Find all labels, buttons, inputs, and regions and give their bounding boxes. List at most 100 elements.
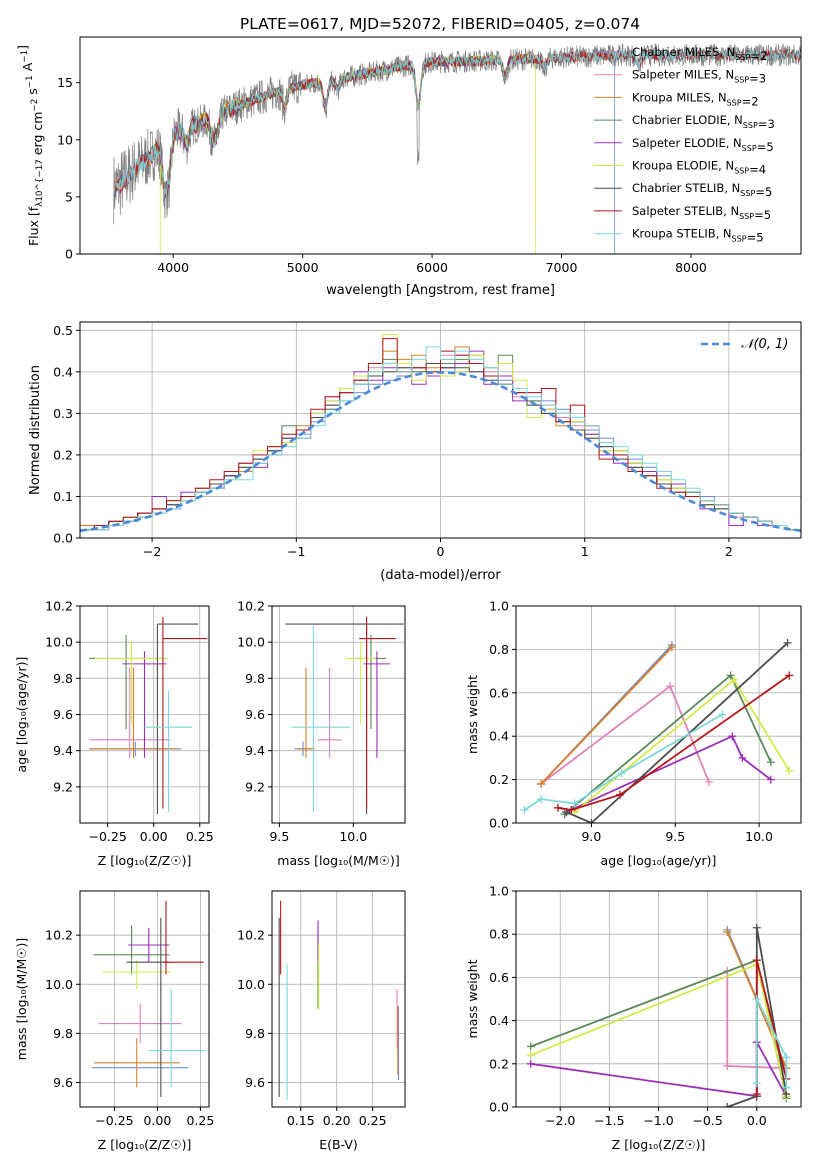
legend-label: Kroupa ELODIE, NSSP=4 <box>632 159 766 177</box>
x-axis-label: (data-model)/error <box>380 568 501 583</box>
panel-age_vs_Z: −0.25 0.00 0.25 9.2 9.4 9.6 9.8 10.0 10.2 Z [log₁… <box>14 599 214 869</box>
weight-marker <box>567 805 576 814</box>
panel-mass_vs_EBV: 0.15 0.20 0.25 9.6 9.8 10.0 10.2 E(B-V) <box>237 890 406 1152</box>
x-tick-label: −0.25 <box>88 829 126 844</box>
y-tick-label: 9.2 <box>53 779 73 794</box>
x-tick-label: 0.00 <box>143 1113 171 1128</box>
y-tick-label: 9.8 <box>53 1026 73 1041</box>
x-tick-label: −2.0 <box>545 1113 575 1128</box>
weight-marker <box>728 732 737 741</box>
panel-weight_vs_Z: −2.0 −1.5 −1.0 −0.5 0.0 0.0 0.2 0.4 0.6 0.8 1.0 Z [… <box>465 884 802 1152</box>
x-axis-label: Z [log₁₀(Z/Z☉)] <box>98 1137 192 1152</box>
plot-area <box>520 638 794 823</box>
weight-marker <box>738 753 747 762</box>
plot-area <box>285 616 404 814</box>
x-tick-label: 5000 <box>287 260 319 275</box>
plot-area <box>113 43 801 254</box>
spectrum-model-kroupa-stelib <box>113 49 801 197</box>
x-axis-label: Z [log₁₀(Z/Z☉)] <box>612 1137 706 1152</box>
y-tick-label: 9.8 <box>53 671 73 686</box>
y-tick-label: 0.4 <box>489 1013 509 1028</box>
y-tick-label: 0.0 <box>489 1100 509 1115</box>
y-tick-label: 0.8 <box>489 927 509 942</box>
x-tick-label: 1 <box>581 544 589 559</box>
weight-marker <box>766 758 775 767</box>
weight-marker <box>752 995 761 1003</box>
weight-marker <box>752 956 761 965</box>
y-tick-label: 0.2 <box>53 447 73 462</box>
x-tick-label: 2 <box>725 544 733 559</box>
panel-age_vs_mass: 9.5 10.0 9.2 9.4 9.6 9.8 10.0 10.2 mass [log₁₀(M… <box>237 599 406 868</box>
y-tick-label: 0.0 <box>53 531 73 546</box>
legend-label: Chabrier STELIB, NSSP=5 <box>632 181 772 199</box>
weight-marker <box>785 671 794 680</box>
y-tick-label: 10.2 <box>45 928 73 943</box>
weight-marker <box>667 643 676 652</box>
weight-marker <box>666 682 675 691</box>
x-tick-label: −2 <box>143 544 161 559</box>
plot-area <box>92 900 206 1098</box>
y-tick-label: 10.0 <box>237 635 265 650</box>
y-tick-label: 0.5 <box>53 323 73 338</box>
x-tick-label: −1 <box>287 544 305 559</box>
y-tick-label: 9.2 <box>245 779 265 794</box>
x-tick-label: 0.25 <box>359 1113 387 1128</box>
axes-frame <box>79 36 802 255</box>
x-tick-label: 9.5 <box>269 829 289 844</box>
panel-mass_vs_Z: −0.25 0.00 0.25 9.6 9.8 10.0 10.2 Z [log₁₀(Z/Z☉… <box>14 890 214 1152</box>
weight-marker <box>615 790 624 799</box>
y-tick-label: 9.8 <box>245 1026 265 1041</box>
legend-label: Kroupa MILES, NSSP=2 <box>632 90 759 108</box>
y-tick-label: 9.4 <box>245 743 265 758</box>
weight-marker <box>782 1053 791 1062</box>
x-tick-label: −1.0 <box>643 1113 673 1128</box>
weight-marker <box>570 799 579 808</box>
weight-marker <box>782 1083 791 1092</box>
y-tick-label: 0.4 <box>53 364 73 379</box>
weight-marker <box>752 923 761 932</box>
weight-marker <box>718 710 727 719</box>
x-tick-label: 0 <box>437 544 445 559</box>
weight-marker <box>587 819 596 823</box>
weight-line-kroupa-miles <box>540 646 673 785</box>
y-tick-label: 0 <box>65 247 73 262</box>
legend-label: 𝒩(0, 1) <box>741 337 788 352</box>
plot-area <box>278 900 400 1100</box>
y-tick-label: 9.6 <box>245 707 265 722</box>
weight-marker <box>537 795 546 804</box>
weight-marker <box>729 675 738 684</box>
y-axis-label: mass weight <box>465 675 480 754</box>
weight-marker <box>723 928 732 937</box>
figure-title: PLATE=0617, MJD=52072, FIBERID=0405, z=0… <box>240 15 640 33</box>
weight-line-kroupa-stelib <box>523 713 723 811</box>
weight-marker <box>726 671 735 680</box>
weight-marker <box>526 1051 535 1060</box>
weight-marker <box>553 803 562 812</box>
y-axis-label: mass weight <box>465 959 480 1038</box>
y-tick-label: 0.3 <box>53 406 73 421</box>
spectrum-model-chabrier-miles <box>113 49 616 254</box>
y-axis-label: Flux [fλ10^{−17 erg cm−2 s−1 A−1] <box>15 45 45 246</box>
weight-line-chabrier-elodie <box>564 673 772 815</box>
panel-weight_vs_age: 9.0 9.5 10.0 0.0 0.2 0.4 0.6 0.8 1.0 age [log₁₀(a… <box>465 599 802 868</box>
y-tick-label: 0.0 <box>489 816 509 831</box>
weight-marker <box>537 779 546 788</box>
x-tick-label: 8000 <box>675 260 707 275</box>
weight-line-kroupa-stelib <box>755 998 788 1088</box>
weight-line-salpeter-stelib <box>557 674 790 811</box>
legend-label: Chabrier MILES, NSSP=2 <box>632 45 767 63</box>
spectrum-model-kroupa-elodie <box>159 53 537 254</box>
x-tick-label: −1.5 <box>594 1113 624 1128</box>
y-tick-label: 0.8 <box>489 642 509 657</box>
legend-label: Chabrier ELODIE, NSSP=3 <box>632 113 775 131</box>
x-tick-label: 10.0 <box>339 829 367 844</box>
x-tick-label: 0.0 <box>747 1113 767 1128</box>
x-axis-label: wavelength [Angstrom, rest frame] <box>326 283 555 298</box>
y-axis-label: Normed distribution <box>28 365 43 495</box>
x-tick-label: 7000 <box>546 260 578 275</box>
axes-frame <box>271 890 406 1108</box>
y-tick-label: 0.6 <box>489 685 509 700</box>
weight-marker <box>783 638 792 647</box>
weight-line-kroupa-elodie <box>574 678 791 813</box>
